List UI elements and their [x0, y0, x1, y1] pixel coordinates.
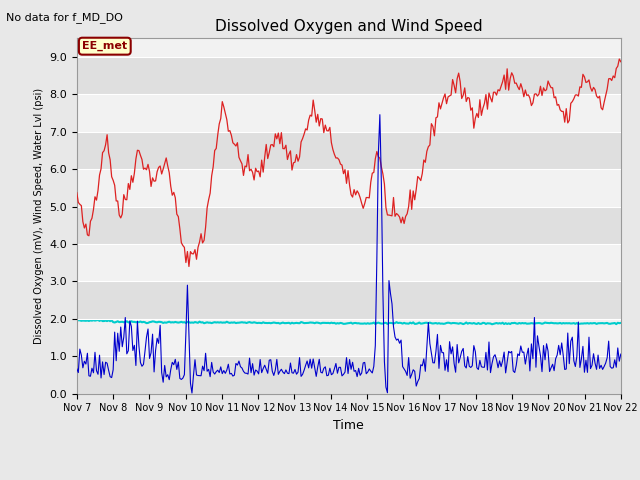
Bar	[77, 57, 621, 95]
Bar	[77, 207, 621, 244]
Text: No data for f_MD_DO: No data for f_MD_DO	[6, 12, 124, 23]
Text: EE_met: EE_met	[82, 41, 127, 51]
Legend: DisOxy, ws, WaterLevel: DisOxy, ws, WaterLevel	[198, 478, 500, 480]
Y-axis label: Dissolved Oxygen (mV), Wind Speed, Water Lvl (psi): Dissolved Oxygen (mV), Wind Speed, Water…	[34, 88, 44, 344]
Bar	[77, 281, 621, 319]
X-axis label: Time: Time	[333, 419, 364, 432]
Bar	[77, 132, 621, 169]
Title: Dissolved Oxygen and Wind Speed: Dissolved Oxygen and Wind Speed	[215, 20, 483, 35]
Bar	[77, 356, 621, 394]
